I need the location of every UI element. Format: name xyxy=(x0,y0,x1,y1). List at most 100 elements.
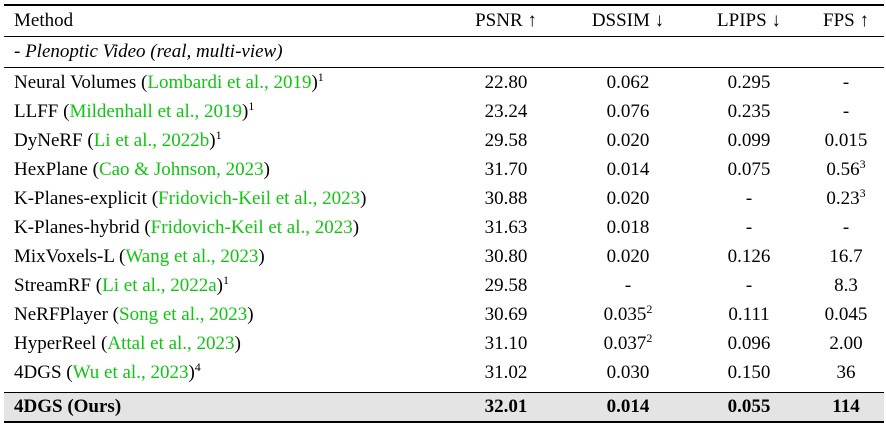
fps-cell-value: - xyxy=(842,72,850,93)
dssim-cell-value: 0.020 xyxy=(606,130,650,151)
lpips-cell: 0.295 xyxy=(690,68,808,97)
dssim-cell: 0.014 xyxy=(566,155,690,184)
dssim-cell-value: 0.020 xyxy=(606,188,650,209)
citation-link[interactable]: Wu et al., 2023 xyxy=(72,362,189,383)
lpips-cell-value: 0.150 xyxy=(727,362,771,383)
fps-cell-value: 0.045 xyxy=(824,304,868,325)
table-row: NeRFPlayer (Song et al., 2023) 30.69 0.035… xyxy=(4,300,884,329)
ours-dssim: 0.014 xyxy=(606,396,650,417)
method-label: 4DGS ( xyxy=(14,362,73,383)
table-row: 4DGS (Wu et al., 2023)4 31.02 0.030 0.150 36 xyxy=(4,358,884,387)
method-name: NeRFPlayer (Song et al., 2023) xyxy=(14,300,254,329)
ours-lpips: 0.055 xyxy=(727,396,771,417)
lpips-cell: 0.075 xyxy=(690,155,808,184)
method-label: K-Planes-hybrid ( xyxy=(14,217,151,238)
close-paren: ) xyxy=(352,217,360,238)
lpips-cell-value: 0.075 xyxy=(727,159,771,180)
close-paren: ) xyxy=(311,72,318,93)
fps-cell: 0.233 xyxy=(808,184,884,213)
citation-link[interactable]: Song et al., 2023 xyxy=(119,304,248,325)
method-label: Neural Volumes ( xyxy=(14,72,148,93)
close-paren: ) xyxy=(216,275,223,296)
lpips-cell-value: 0.099 xyxy=(727,130,771,151)
citation-link[interactable]: Li et al., 2022a xyxy=(102,275,217,296)
section-row: - Plenoptic Video (real, multi-view) xyxy=(4,37,884,66)
table-row: DyNeRF (Li et al., 2022b)1 29.58 0.020 0.09… xyxy=(4,126,884,155)
table-row: LLFF (Mildenhall et al., 2019)1 23.24 0.07… xyxy=(4,97,884,126)
lpips-cell-value: 0.235 xyxy=(727,101,771,122)
psnr-cell-value: 30.88 xyxy=(484,188,528,209)
fps-cell-value: - xyxy=(842,217,850,238)
fps-cell-value: 36 xyxy=(836,362,856,383)
dssim-cell: 0.020 xyxy=(566,242,690,271)
table-row: K-Planes-explicit (Fridovich-Keil et al.… xyxy=(4,184,884,213)
dssim-cell-value: 0.062 xyxy=(606,72,650,93)
fps-cell: - xyxy=(808,68,884,97)
close-paren: ) xyxy=(188,362,195,383)
method-name: K-Planes-hybrid (Fridovich-Keil et al., … xyxy=(14,213,359,242)
citation-link[interactable]: Fridovich-Keil et al., 2023 xyxy=(158,188,361,209)
header-lpips: LPIPS ↓ xyxy=(717,10,781,31)
dssim-cell: 0.018 xyxy=(566,213,690,242)
method-label: LLFF ( xyxy=(14,101,70,122)
dssim-cell: 0.0372 xyxy=(566,329,690,358)
citation-link[interactable]: Li et al., 2022b xyxy=(93,130,210,151)
dssim-cell: 0.030 xyxy=(566,358,690,387)
fps-cell: 16.7 xyxy=(808,242,884,271)
table-row: MixVoxels-L (Wang et al., 2023) 30.80 0.02… xyxy=(4,242,884,271)
fps-cell-footnote: 3 xyxy=(859,157,866,171)
dssim-cell-value: 0.014 xyxy=(606,159,650,180)
psnr-cell: 31.70 xyxy=(446,155,566,184)
method-name: Neural Volumes (Lombardi et al., 2019)1 xyxy=(14,68,324,97)
ours-rule xyxy=(4,392,884,393)
lpips-cell: 0.150 xyxy=(690,358,808,387)
table-row: HyperReel (Attal et al., 2023) 31.10 0.037… xyxy=(4,329,884,358)
citation-link[interactable]: Attal et al., 2023 xyxy=(107,333,235,354)
citation-link[interactable]: Wang et al., 2023 xyxy=(125,246,259,267)
citation-link[interactable]: Lombardi et al., 2019 xyxy=(147,72,312,93)
citation-link[interactable]: Mildenhall et al., 2019 xyxy=(69,101,242,122)
section-rule xyxy=(4,67,884,68)
lpips-cell-value: 0.096 xyxy=(727,333,771,354)
psnr-cell: 31.10 xyxy=(446,329,566,358)
table-row: K-Planes-hybrid (Fridovich-Keil et al., … xyxy=(4,213,884,242)
method-name: MixVoxels-L (Wang et al., 2023) xyxy=(14,242,265,271)
header-dssim: DSSIM ↓ xyxy=(591,10,665,31)
close-paren: ) xyxy=(360,188,367,209)
lpips-cell-value: 0.295 xyxy=(727,72,771,93)
citation-link[interactable]: Cao & Johnson, 2023 xyxy=(98,159,264,180)
method-footnote: 1 xyxy=(248,99,255,113)
lpips-cell-value: - xyxy=(745,217,753,238)
dssim-cell: 0.062 xyxy=(566,68,690,97)
bottom-rule xyxy=(4,421,884,423)
psnr-cell: 29.58 xyxy=(446,126,566,155)
fps-cell-value: 16.7 xyxy=(829,246,863,267)
method-label: StreamRF ( xyxy=(14,275,103,296)
psnr-cell: 30.88 xyxy=(446,184,566,213)
method-label: DyNeRF ( xyxy=(14,130,94,151)
lpips-cell: 0.111 xyxy=(690,300,808,329)
fps-cell-value: 2.00 xyxy=(829,333,863,354)
psnr-cell-value: 30.69 xyxy=(484,304,528,325)
method-name: HyperReel (Attal et al., 2023) xyxy=(14,329,241,358)
dssim-cell-value: 0.030 xyxy=(606,362,650,383)
method-label: K-Planes-explicit ( xyxy=(14,188,159,209)
fps-cell-value: 0.56 xyxy=(826,159,860,180)
lpips-cell: 0.096 xyxy=(690,329,808,358)
lpips-cell-value: - xyxy=(745,188,753,209)
citation-link[interactable]: Fridovich-Keil et al., 2023 xyxy=(150,217,353,238)
method-label: NeRFPlayer ( xyxy=(14,304,120,325)
method-label: HyperReel ( xyxy=(14,333,108,354)
psnr-cell-value: 22.80 xyxy=(484,72,528,93)
header-row: Method PSNR ↑ DSSIM ↓ LPIPS ↓ FPS ↑ xyxy=(4,6,884,36)
psnr-cell: 31.02 xyxy=(446,358,566,387)
method-label: HexPlane ( xyxy=(14,159,99,180)
dssim-cell-value: 0.035 xyxy=(603,304,647,325)
fps-cell-value: 0.23 xyxy=(826,188,860,209)
psnr-cell-value: 30.80 xyxy=(484,246,528,267)
psnr-cell-value: 31.02 xyxy=(484,362,528,383)
fps-cell-value: 0.015 xyxy=(824,130,868,151)
method-footnote: 1 xyxy=(317,70,324,84)
header-fps: FPS ↑ xyxy=(823,10,869,31)
psnr-cell: 23.24 xyxy=(446,97,566,126)
